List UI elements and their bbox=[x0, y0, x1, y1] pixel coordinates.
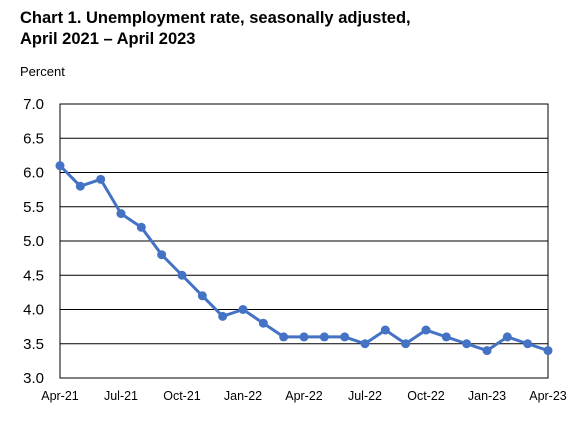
data-point bbox=[360, 339, 370, 349]
data-point bbox=[136, 222, 146, 232]
data-point bbox=[401, 339, 411, 349]
x-tick-label: Apr-21 bbox=[41, 389, 79, 403]
data-point bbox=[319, 332, 329, 342]
x-tick-label: Jul-21 bbox=[104, 389, 138, 403]
data-point bbox=[340, 332, 350, 342]
data-point bbox=[543, 346, 553, 356]
data-point bbox=[299, 332, 309, 342]
series-line bbox=[58, 164, 549, 353]
data-point bbox=[421, 325, 431, 335]
data-point bbox=[75, 181, 85, 191]
chart-title-line-1: Chart 1. Unemployment rate, seasonally a… bbox=[20, 9, 411, 27]
data-point bbox=[116, 209, 126, 219]
x-axis-ticks: Apr-21 Jul-21 Oct-21 Jan-22 Apr-22 Jul-22 Oct-… bbox=[41, 389, 567, 403]
data-point bbox=[157, 250, 167, 260]
x-tick-label: Oct-22 bbox=[407, 389, 445, 403]
data-point bbox=[218, 311, 228, 321]
y-tick-label: 6.0 bbox=[23, 165, 44, 182]
plot-area bbox=[59, 103, 549, 379]
x-tick-label: Oct-21 bbox=[163, 389, 201, 403]
y-axis-ticks: 7.0 6.5 6.0 5.5 5.0 4.5 4.0 3.5 3.0 bbox=[23, 96, 44, 387]
data-point bbox=[441, 332, 451, 342]
y-tick-label: 5.0 bbox=[23, 233, 44, 250]
data-point bbox=[380, 325, 390, 335]
data-point bbox=[96, 174, 106, 184]
series-group bbox=[55, 161, 553, 356]
y-tick-label: 3.0 bbox=[23, 370, 44, 387]
data-point bbox=[258, 318, 268, 328]
data-point bbox=[462, 339, 472, 349]
x-tick-label: Jan-22 bbox=[224, 389, 262, 403]
chart-subtitle: April 2021 – April 2023 bbox=[20, 30, 196, 48]
y-axis-label: Percent bbox=[20, 64, 65, 79]
y-tick-label: 4.5 bbox=[23, 267, 44, 284]
data-point bbox=[238, 305, 248, 314]
x-tick-label: Apr-23 bbox=[529, 389, 567, 403]
chart-title: Chart 1. Unemployment rate, seasonally a… bbox=[20, 8, 411, 50]
x-tick-label: Jan-23 bbox=[468, 389, 506, 403]
y-tick-label: 4.0 bbox=[23, 302, 44, 319]
data-point bbox=[55, 161, 65, 171]
data-point bbox=[279, 332, 289, 342]
data-point bbox=[177, 270, 187, 280]
y-tick-label: 7.0 bbox=[23, 96, 44, 113]
gridlines bbox=[60, 137, 548, 345]
y-tick-label: 6.5 bbox=[23, 130, 44, 147]
data-point bbox=[523, 339, 533, 349]
data-point bbox=[197, 291, 207, 301]
data-point bbox=[502, 332, 512, 342]
y-tick-label: 5.5 bbox=[23, 199, 44, 216]
data-point bbox=[482, 346, 492, 356]
x-tick-label: Apr-22 bbox=[285, 389, 323, 403]
y-tick-label: 3.5 bbox=[23, 336, 44, 353]
x-tick-label: Jul-22 bbox=[348, 389, 382, 403]
